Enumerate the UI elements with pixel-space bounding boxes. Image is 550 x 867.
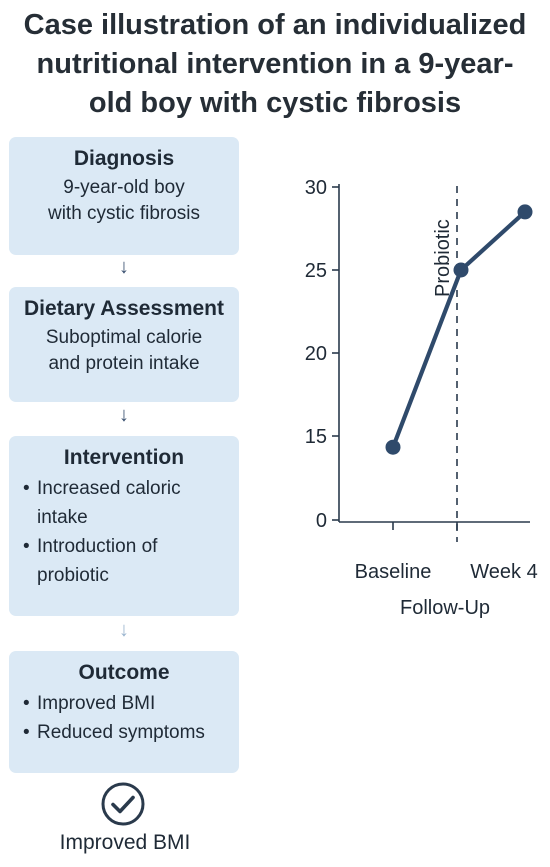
- arrow-down-icon: ↓: [119, 404, 129, 426]
- data-point: [385, 439, 401, 455]
- y-tick-label: 20: [305, 343, 327, 365]
- bmi-series-line: [390, 209, 528, 450]
- page-title: Case illustration of an individualized n…: [0, 6, 550, 123]
- intervention-list: Increased caloric intake Introduction of…: [19, 474, 229, 590]
- outcome-item: Reduced symptoms: [19, 718, 229, 747]
- diagnosis-box: Diagnosis 9-year-old boy with cystic fib…: [9, 137, 239, 255]
- y-axis-ticks: 0 15 20 25 30: [305, 177, 339, 532]
- dietary-assessment-heading: Dietary Assessment: [24, 297, 224, 320]
- diagnosis-line-2: with cystic fibrosis: [47, 203, 201, 224]
- result-label: Improved BMI: [59, 831, 191, 854]
- diagnosis-text: 9-year-old boy with cystic fibrosis: [19, 175, 229, 227]
- x-tick-label-baseline: Baseline: [355, 561, 432, 583]
- y-tick-label: 15: [305, 426, 327, 448]
- title-line-1: Case illustration of an individualized: [23, 9, 527, 41]
- outcome-heading: Outcome: [78, 661, 170, 684]
- arrow-down-icon: ↓: [119, 256, 129, 278]
- intervention-item: Introduction of probiotic: [19, 532, 229, 590]
- title-line-3: old boy with cystic fibrosis: [88, 87, 462, 119]
- intervention-box: Intervention Increased caloric intake In…: [9, 436, 239, 616]
- data-point: [517, 204, 533, 220]
- dietary-assessment-box: Dietary Assessment Suboptimal calorie an…: [9, 287, 239, 402]
- dietary-line-1: Suboptimal calorie: [45, 327, 203, 348]
- title-line-2: nutritional intervention in a 9-year-: [36, 48, 514, 80]
- intervention-heading: Intervention: [63, 446, 185, 469]
- y-tick-label: 25: [305, 260, 327, 282]
- check-circle-icon: [101, 782, 145, 826]
- intervention-item: Increased caloric intake: [19, 474, 229, 532]
- outcome-list: Improved BMI Reduced symptoms: [19, 689, 229, 747]
- x-tick-label-week4: Week 4: [470, 561, 537, 583]
- bmi-line-chart: 0 15 20 25 30 Probiotic Baseline Week 4 Foll…: [305, 177, 538, 619]
- dietary-line-2: and protein intake: [48, 353, 200, 374]
- y-tick-label: 30: [305, 177, 327, 199]
- y-tick-label: 0: [316, 510, 327, 532]
- probiotic-annotation: Probiotic: [432, 219, 454, 297]
- arrow-down-icon: ↓: [119, 619, 129, 641]
- outcome-item: Improved BMI: [19, 689, 229, 718]
- data-points: [385, 204, 533, 455]
- diagnosis-heading: Diagnosis: [73, 147, 175, 170]
- outcome-box: Outcome Improved BMI Reduced symptoms: [9, 651, 239, 773]
- data-point: [453, 262, 469, 278]
- diagnosis-line-1: 9-year-old boy: [63, 177, 185, 198]
- dietary-assessment-text: Suboptimal calorie and protein intake: [19, 325, 229, 377]
- x-axis-title: Follow-Up: [400, 597, 490, 619]
